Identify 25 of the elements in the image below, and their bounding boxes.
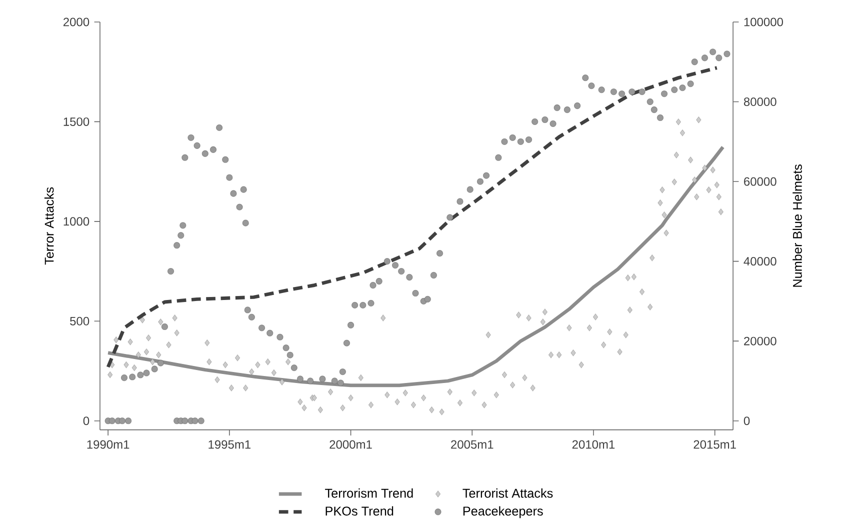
- y2-tick-label: 40000: [744, 257, 776, 266]
- x-tick-label: 2010m1: [572, 440, 615, 449]
- y-tick-label: 1000: [64, 217, 90, 226]
- line-series: [106, 145, 725, 388]
- legend-label: Terrorist Attacks: [462, 488, 553, 498]
- x-tick-label: 1990m1: [87, 440, 130, 449]
- legend-label: Peacekeepers: [463, 506, 543, 518]
- x-tick-label: 1995m1: [208, 440, 250, 449]
- x-tick-label: 2005m1: [451, 440, 494, 449]
- y-tick-label: 2000: [63, 18, 90, 26]
- y2-tick-label: 60000: [744, 177, 776, 186]
- y2-axis-title: Number Blue Helmets: [792, 164, 802, 287]
- y-axis-title: Terror Attacks: [44, 187, 54, 265]
- y2-tick-label: 100000: [744, 18, 783, 26]
- y2-tick-label: 20000: [744, 336, 776, 346]
- legend-label: PKOs Trend: [326, 506, 394, 516]
- y-tick-label: 0: [83, 416, 90, 426]
- y-tick-label: 500: [70, 316, 90, 326]
- y-tick-label: 1500: [64, 117, 90, 126]
- y2-tick-label: 0: [744, 416, 750, 426]
- line-series: [106, 66, 719, 369]
- legend-label: Terrorism Trend: [325, 488, 413, 498]
- x-tick-label: 2000m1: [330, 440, 372, 449]
- x-tick-label: 2015m1: [694, 440, 736, 449]
- y2-tick-label: 80000: [744, 97, 776, 106]
